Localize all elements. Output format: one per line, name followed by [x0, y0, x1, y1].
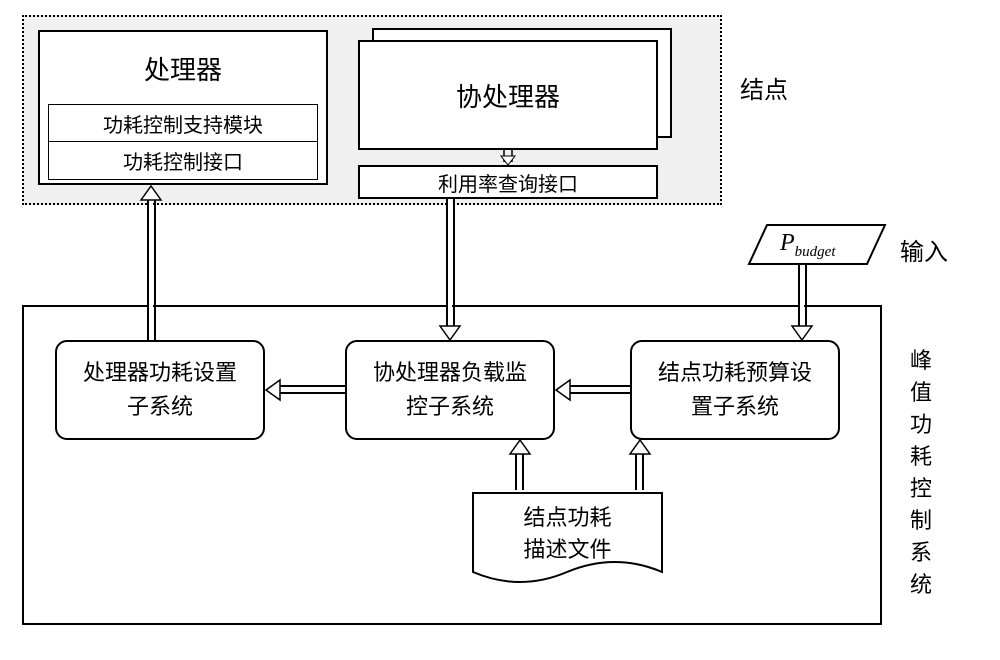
processor-title: 处理器: [40, 32, 326, 104]
doc-line-2: 描述文件: [470, 534, 665, 566]
ctrl-label-char-4: 控: [908, 473, 934, 505]
ctrl-label-char-0: 峰: [908, 345, 934, 377]
subsystem-coprocessor-load: 协处理器负载监控子系统: [345, 340, 555, 440]
ctrl-label-char-1: 值: [908, 377, 934, 409]
input-label: 输入: [900, 232, 948, 267]
coprocessor-interface: 利用率查询接口: [358, 165, 658, 199]
processor-module-2: 功耗控制接口: [48, 142, 318, 180]
ctrl-label-char-7: 统: [908, 569, 934, 601]
subsystem-processor-power: 处理器功耗设置子系统: [55, 340, 265, 440]
processor-box: 处理器 功耗控制支持模块 功耗控制接口: [38, 30, 328, 185]
ctrl-label-char-5: 制: [908, 505, 934, 537]
coprocessor-front: 协处理器: [358, 40, 658, 150]
ctrl-label-char-2: 功: [908, 409, 934, 441]
doc-text: 结点功耗 描述文件: [470, 502, 665, 566]
input-subscript: budget: [795, 244, 836, 260]
input-p: P: [780, 230, 795, 256]
control-system-label: 峰 值 功 耗 控 制 系 统: [908, 345, 934, 601]
input-value: Pbudget: [780, 230, 836, 261]
doc-line-1: 结点功耗: [470, 502, 665, 534]
processor-module-1: 功耗控制支持模块: [48, 104, 318, 142]
ctrl-label-char-6: 系: [908, 537, 934, 569]
subsystem-node-budget: 结点功耗预算设置子系统: [630, 340, 840, 440]
ctrl-label-char-3: 耗: [908, 441, 934, 473]
node-label: 结点: [740, 70, 788, 105]
